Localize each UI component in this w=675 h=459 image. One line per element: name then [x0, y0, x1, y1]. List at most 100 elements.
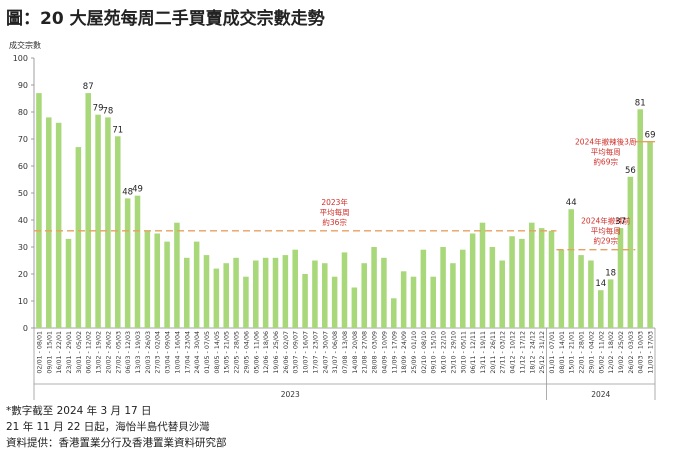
x-tick-label: 13/11 - 19/11 — [480, 331, 487, 374]
data-label: 44 — [566, 198, 577, 208]
x-tick-label: 01/01 - 07/01 — [549, 331, 556, 374]
y-tick-label: 30 — [18, 243, 28, 252]
bar — [391, 298, 397, 328]
bar — [460, 249, 466, 328]
x-tick-label: 29/01 - 04/02 — [588, 331, 595, 374]
bar — [519, 238, 525, 328]
y-tick-label: 50 — [18, 189, 28, 198]
bar — [341, 252, 348, 328]
footnote-source: 資料提供：香港置業分行及香港置業資料研究部 — [6, 437, 227, 449]
bar — [509, 236, 515, 328]
data-label: 79 — [93, 104, 104, 114]
bar — [193, 241, 200, 328]
x-tick-label: 03/04 - 09/04 — [165, 331, 172, 374]
x-tick-label: 25/09 - 01/10 — [411, 331, 418, 374]
bar — [420, 249, 427, 328]
bar — [312, 260, 318, 328]
x-tick-label: 17/07 - 23/07 — [312, 331, 319, 374]
x-tick-label: 24/07 - 30/07 — [322, 331, 329, 374]
x-tick-label: 16/10 - 22/10 — [441, 331, 448, 374]
x-tick-label: 23/01 - 29/01 — [66, 331, 73, 374]
bar — [203, 255, 210, 328]
data-label: 49 — [132, 185, 143, 195]
bar — [65, 238, 72, 328]
x-tick-label: 26/02 - 03/03 — [628, 331, 635, 374]
x-tick-label: 14/08 - 20/08 — [352, 331, 359, 374]
average-annotation: 約36宗 — [322, 217, 347, 227]
x-tick-label: 12/06 - 18/06 — [263, 331, 270, 374]
x-tick-label: 19/02 - 25/02 — [618, 331, 625, 374]
bar — [430, 276, 436, 328]
bar — [637, 109, 643, 328]
x-tick-label: 01/05 - 07/05 — [204, 331, 211, 374]
bar — [361, 263, 367, 328]
bar — [184, 257, 190, 328]
y-tick-label: 10 — [18, 297, 28, 306]
year-group-label: 2024 — [591, 390, 610, 399]
y-tick-label: 70 — [18, 135, 28, 144]
bar — [272, 257, 279, 328]
bar — [213, 268, 220, 328]
x-tick-label: 24/04 - 30/04 — [194, 331, 201, 374]
bar — [627, 176, 634, 328]
bar — [164, 241, 170, 328]
y-tick-label: 0 — [23, 324, 28, 333]
bar — [410, 276, 417, 328]
data-label: 14 — [595, 279, 606, 289]
x-tick-label: 26/06 - 02/07 — [283, 331, 290, 374]
x-tick-label: 05/06 - 11/06 — [253, 331, 260, 374]
footnotes: *數字截至 2024 年 3 月 17 日 21 年 11 月 22 日起，海怡… — [6, 403, 227, 451]
bar — [351, 287, 358, 328]
average-annotation: 平均每周 — [320, 207, 350, 217]
x-tick-label: 23/10 - 29/10 — [450, 331, 457, 374]
footnote-date: *數字截至 2024 年 3 月 17 日 — [6, 405, 152, 417]
x-tick-label: 06/02 - 12/02 — [86, 331, 93, 374]
data-label: 71 — [112, 125, 123, 135]
bar — [588, 260, 594, 328]
bar — [262, 257, 269, 328]
year-group-label: 2023 — [281, 390, 300, 399]
bar — [548, 230, 555, 328]
average-annotation: 約69宗 — [593, 157, 618, 167]
bar — [302, 274, 308, 328]
x-tick-label: 05/02 - 11/02 — [598, 331, 605, 374]
bar — [371, 247, 377, 328]
bar — [282, 255, 289, 328]
x-tick-label: 20/03 - 26/03 — [145, 331, 152, 374]
bar — [253, 260, 259, 328]
bar — [105, 117, 111, 329]
x-tick-label: 21/08 - 27/08 — [362, 331, 369, 374]
data-label: 81 — [635, 98, 646, 108]
bar — [292, 249, 298, 328]
average-annotation: 2024年撤辣後3周 — [575, 137, 636, 147]
data-label: 87 — [83, 82, 94, 92]
x-tick-label: 06/03 - 12/03 — [125, 331, 132, 374]
x-tick-label: 08/01 - 14/01 — [559, 331, 566, 374]
y-tick-label: 90 — [18, 81, 28, 90]
x-tick-label: 10/04 - 16/04 — [174, 331, 181, 374]
x-tick-label: 10/07 - 16/07 — [303, 331, 310, 374]
bar — [223, 263, 229, 328]
data-label: 69 — [645, 131, 656, 141]
bar — [243, 276, 249, 328]
x-tick-label: 19/06 - 25/06 — [273, 331, 280, 374]
x-tick-label: 30/10 - 05/11 — [460, 331, 467, 374]
bar — [450, 263, 456, 328]
data-label: 37 — [615, 217, 626, 227]
x-tick-label: 20/11 - 26/11 — [490, 331, 497, 374]
bar — [233, 257, 239, 328]
bar — [134, 195, 141, 328]
average-annotation: 2024年撤辣前 — [581, 216, 631, 226]
bar — [85, 93, 91, 328]
footnote-estate: 21 年 11 月 22 日起，海怡半島代替貝沙灣 — [6, 421, 210, 433]
x-tick-label: 08/05 - 14/05 — [214, 331, 221, 374]
bar — [95, 114, 101, 328]
x-tick-label: 09/10 - 15/10 — [431, 331, 438, 374]
bar — [46, 117, 52, 329]
bar — [529, 222, 535, 328]
bar — [144, 230, 151, 328]
y-tick-label: 60 — [18, 162, 28, 171]
data-label: 18 — [605, 268, 616, 278]
x-tick-label: 22/01 - 28/01 — [579, 331, 586, 374]
